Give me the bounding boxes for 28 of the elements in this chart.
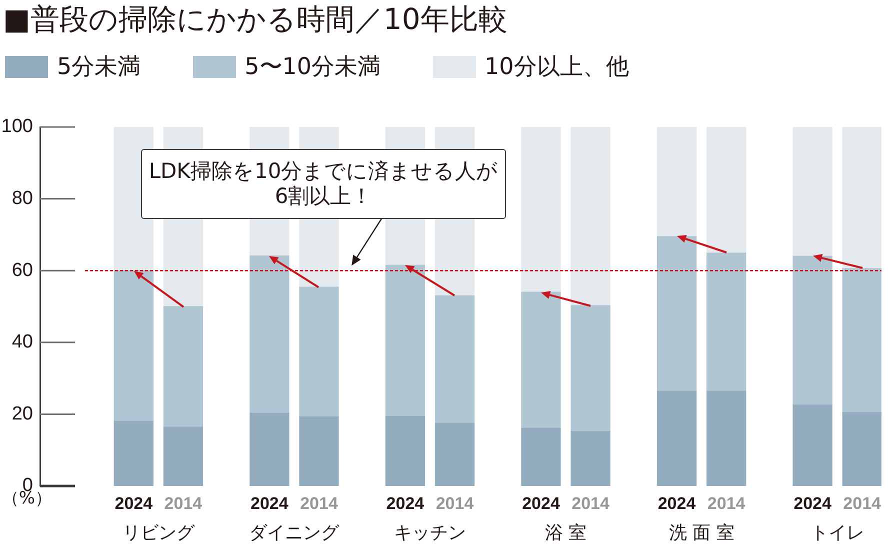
legend-label: 5〜10分未満 — [244, 53, 381, 81]
chart-title: ■普段の掃除にかかる時間／10年比較 — [3, 1, 508, 37]
legend-label: 5分未満 — [57, 53, 141, 81]
x-tick-label: 2014 — [707, 494, 746, 513]
text: リビング — [122, 522, 196, 544]
x-tick-label: 2024 — [114, 494, 154, 513]
annotation: LDK掃除を10分までに済ませる人が 6割以上！ — [148, 158, 500, 209]
x-tick-label: 2024 — [386, 494, 425, 513]
y-tick-label: 20 — [12, 403, 33, 424]
legend-label: 10分以上、他 — [484, 53, 629, 81]
x-tick-label: 2024 — [250, 494, 289, 513]
text: ダイニング — [249, 522, 340, 544]
x-tick-label: 2024 — [794, 494, 832, 513]
text: キッチン — [394, 522, 466, 544]
y-tick-label: 100 — [1, 116, 33, 138]
y-tick-label: 40 — [12, 332, 33, 353]
y-tick-label: 80 — [12, 188, 33, 210]
text: トイレ — [810, 522, 864, 544]
x-tick-label: 2014 — [843, 494, 882, 513]
x-tick-label: 2024 — [658, 494, 696, 513]
x-tick-label: 2024 — [522, 494, 560, 513]
x-tick-label: 2014 — [164, 494, 203, 513]
x-tick-label: 2014 — [436, 494, 474, 513]
x-tick-label: 2014 — [300, 494, 338, 513]
text: 浴 室 — [544, 522, 587, 544]
x-tick-label: 2014 — [572, 494, 610, 513]
y-tick-label: 60 — [12, 260, 33, 281]
text: 洗 面 室 — [668, 522, 734, 544]
